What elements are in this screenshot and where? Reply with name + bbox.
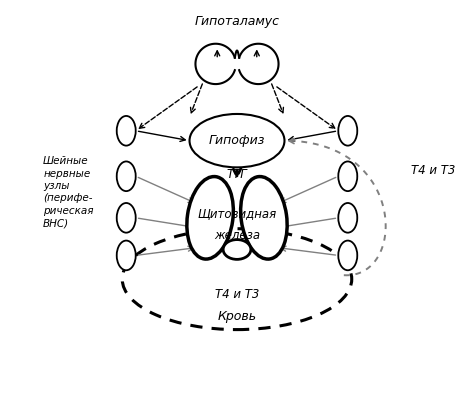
Text: железа: железа — [214, 229, 260, 242]
Ellipse shape — [223, 240, 251, 259]
Ellipse shape — [117, 203, 136, 233]
Ellipse shape — [338, 162, 357, 191]
Ellipse shape — [117, 240, 136, 270]
Ellipse shape — [338, 116, 357, 145]
Ellipse shape — [338, 240, 357, 270]
Ellipse shape — [117, 162, 136, 191]
Ellipse shape — [187, 177, 233, 259]
Ellipse shape — [338, 203, 357, 233]
Ellipse shape — [241, 177, 287, 259]
Text: Щитовидная: Щитовидная — [197, 207, 277, 220]
Text: Шейные
нервные
узлы
(перифе-
рическая
ВНС): Шейные нервные узлы (перифе- рическая ВН… — [43, 156, 94, 228]
Text: Т4 и Т3: Т4 и Т3 — [411, 164, 456, 177]
Text: ТТГ: ТТГ — [227, 168, 247, 181]
Ellipse shape — [117, 116, 136, 145]
Text: Т4 и Т3: Т4 и Т3 — [215, 288, 259, 301]
Text: Гипофиз: Гипофиз — [209, 134, 265, 147]
Text: Гипоталамус: Гипоталамус — [194, 15, 280, 28]
Ellipse shape — [190, 114, 284, 167]
Text: Кровь: Кровь — [218, 310, 256, 323]
